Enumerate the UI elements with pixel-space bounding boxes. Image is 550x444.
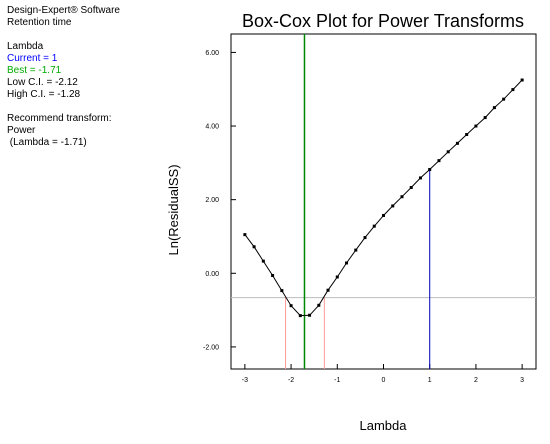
data-point — [261, 259, 265, 263]
plot-frame — [230, 33, 537, 370]
data-point — [474, 124, 478, 128]
low-ci: Low C.I. = -2.12 — [7, 77, 78, 88]
x-tick-label: -2 — [288, 377, 294, 384]
y-tick-label: -2.00 — [203, 344, 219, 351]
recommended-lambda: (Lambda = -1.71) — [7, 137, 87, 148]
data-point — [446, 150, 450, 154]
x-tick-label: 0 — [382, 377, 386, 384]
data-point — [483, 116, 487, 120]
x-axis-label: Lambda — [360, 418, 408, 433]
data-point — [465, 133, 469, 136]
best-lambda: Best = -1.71 — [7, 65, 62, 76]
data-point — [335, 275, 339, 279]
data-point — [280, 289, 284, 293]
data-point — [391, 204, 395, 208]
data-point — [502, 97, 506, 101]
x-tick-label: 1 — [428, 377, 432, 384]
data-point — [418, 176, 422, 180]
data-point — [298, 314, 302, 318]
data-point — [455, 141, 459, 145]
data-point — [437, 159, 441, 163]
data-point — [354, 248, 358, 252]
data-point — [520, 78, 524, 82]
x-tick-label: -1 — [334, 377, 340, 384]
recommend-heading: Recommend transform: — [7, 113, 112, 124]
data-point — [400, 195, 404, 199]
data-point — [382, 213, 385, 217]
x-tick-label: 2 — [474, 377, 478, 384]
data-point — [492, 106, 496, 110]
info-panel: Design-Expert® Software Retention time L… — [7, 5, 120, 149]
y-axis-label: Ln(ResidualSS) — [166, 164, 181, 255]
data-point — [363, 236, 367, 240]
residual-ss-curve — [244, 79, 523, 317]
y-tick-label: 6.00 — [205, 50, 219, 57]
x-tick-label: -3 — [242, 377, 248, 384]
data-point — [409, 186, 413, 190]
software-name: Design-Expert® Software — [7, 5, 120, 16]
data-point — [428, 167, 432, 171]
data-point — [511, 88, 515, 92]
y-tick-label: 2.00 — [205, 197, 219, 204]
data-point — [252, 245, 256, 249]
data-point — [289, 304, 293, 308]
data-point — [317, 303, 321, 307]
data-point — [243, 233, 247, 237]
plot-area: -2.00 0.00 2.00 4.00 6.00 -3 -2 -1 0 1 2 3 — [203, 33, 537, 384]
y-tick-label: 4.00 — [205, 124, 219, 131]
data-point — [345, 261, 349, 265]
high-ci: High C.I. = -1.28 — [7, 89, 81, 100]
chart-title: Box-Cox Plot for Power Transforms — [242, 11, 524, 31]
response-name: Retention time — [7, 17, 72, 28]
data-point — [326, 288, 330, 292]
lambda-heading: Lambda — [7, 41, 44, 52]
data-point — [271, 273, 275, 277]
current-lambda: Current = 1 — [7, 53, 58, 64]
y-tick-label: 0.00 — [205, 271, 219, 278]
data-point — [308, 313, 312, 317]
x-tick-label: 3 — [520, 377, 524, 384]
data-point — [372, 224, 376, 228]
recommended-transform: Power — [7, 125, 36, 136]
